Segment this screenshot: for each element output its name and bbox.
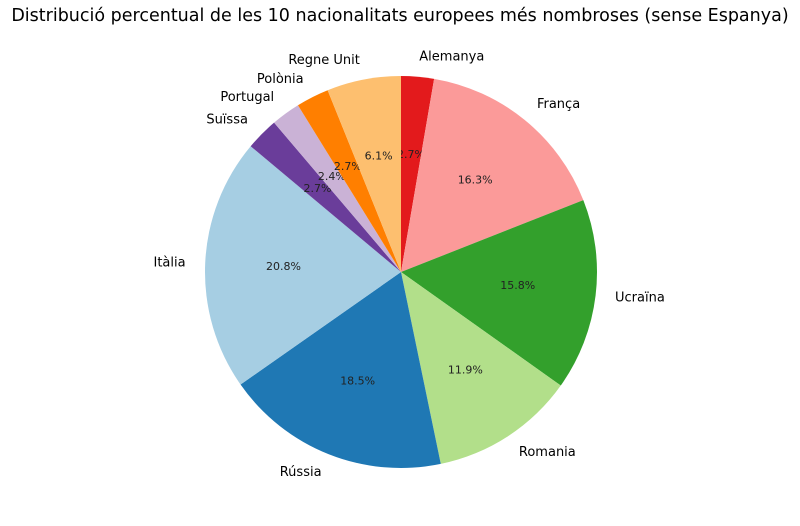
slice-label-9: Polònia xyxy=(257,72,304,87)
pie-slice-1 xyxy=(401,76,435,272)
pie-slice-9 xyxy=(297,90,401,272)
slice-label-7: Suïssa xyxy=(206,113,248,128)
slice-label-10: Regne Unit xyxy=(288,53,360,68)
slice-percent-8: 2.4% xyxy=(318,170,346,183)
slice-label-4: Romania xyxy=(519,445,576,460)
slice-percent-6: 20.8% xyxy=(266,260,301,273)
pie-slice-4 xyxy=(401,272,561,464)
slice-percent-1: 2.7% xyxy=(397,148,425,161)
slice-percent-9: 2.7% xyxy=(334,160,362,173)
slice-percent-5: 18.5% xyxy=(340,374,375,387)
slice-label-8: Portugal xyxy=(220,90,274,105)
slice-label-6: Itàlia xyxy=(154,255,186,270)
slice-label-1: Alemanya xyxy=(419,50,484,65)
slice-percent-4: 11.9% xyxy=(448,363,483,376)
slice-label-3: Ucraïna xyxy=(615,291,665,306)
pie-slice-2 xyxy=(401,78,584,273)
pie-slice-5 xyxy=(240,272,441,469)
slice-label-5: Rússia xyxy=(280,465,322,480)
chart-title: Distribució percentual de les 10 naciona… xyxy=(11,6,789,26)
slice-percent-10: 6.1% xyxy=(365,150,393,163)
slice-percent-7: 2.7% xyxy=(304,182,332,195)
pie-slice-3 xyxy=(401,200,597,386)
slice-percent-3: 15.8% xyxy=(500,279,535,292)
pie-slice-6 xyxy=(204,146,401,385)
slice-percent-2: 16.3% xyxy=(458,174,493,187)
pie-slice-8 xyxy=(274,105,401,272)
pie-slice-7 xyxy=(250,122,401,273)
pie-slice-10 xyxy=(327,76,401,272)
slice-label-2: França xyxy=(537,97,580,112)
